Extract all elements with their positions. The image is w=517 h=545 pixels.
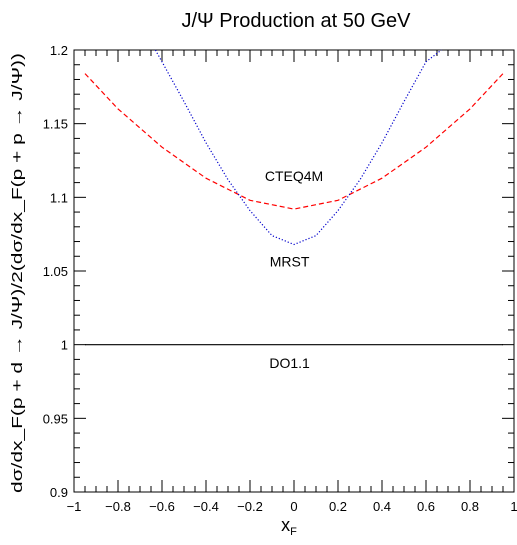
y-tick-label: 1.05 [43, 264, 68, 279]
y-tick-label: 1 [61, 338, 68, 353]
series-line-mrst [154, 49, 442, 246]
annotation-cteq4m: CTEQ4M [265, 168, 323, 184]
y-axis-label: dσ/dx_F(p + d → J/Ψ)/2(dσ/dx_F(p + p → J… [9, 53, 26, 493]
x-axis-label-main: x [281, 515, 290, 535]
plot-frame [73, 49, 515, 493]
x-tick-label: 0.4 [373, 499, 391, 514]
x-tick-label: −0.8 [105, 499, 131, 514]
chart-title: J/Ψ Production at 50 GeV [181, 10, 411, 32]
x-axis-label-sub: F [290, 526, 297, 538]
x-tick-labels: −1 −0.8 −0.6 −0.4 −0.2 0 0.2 0.4 0.6 0.8 1 [67, 499, 517, 514]
x-tick-label: −0.4 [193, 499, 219, 514]
x-tick-label: 0 [290, 499, 297, 514]
series-line-cteq4m [84, 73, 504, 210]
y-tick-label: 0.9 [50, 485, 68, 500]
x-axis-label: xF [281, 515, 297, 538]
x-tick-label: 0.6 [417, 499, 435, 514]
y-tick-label: 1.1 [50, 190, 68, 205]
y-tick-label: 1.2 [50, 43, 68, 58]
x-tick-label: −0.2 [237, 499, 263, 514]
annotation-mrst: MRST [270, 254, 310, 270]
x-tick-label: −0.6 [149, 499, 175, 514]
x-tick-label: −1 [67, 499, 82, 514]
x-tick-label: 0.2 [329, 499, 347, 514]
y-tick-label: 0.95 [43, 411, 68, 426]
y-tick-labels: 0.9 0.95 1 1.05 1.1 1.15 1.2 [43, 43, 68, 500]
annotation-do1-1: DO1.1 [269, 355, 310, 371]
x-tick-label: 1 [510, 499, 517, 514]
y-tick-label: 1.15 [43, 117, 68, 132]
series-annotations: CTEQ4M MRST DO1.1 [265, 168, 323, 371]
x-tick-label: 0.8 [461, 499, 479, 514]
axis-ticks [73, 49, 515, 493]
series-lines [84, 49, 504, 346]
